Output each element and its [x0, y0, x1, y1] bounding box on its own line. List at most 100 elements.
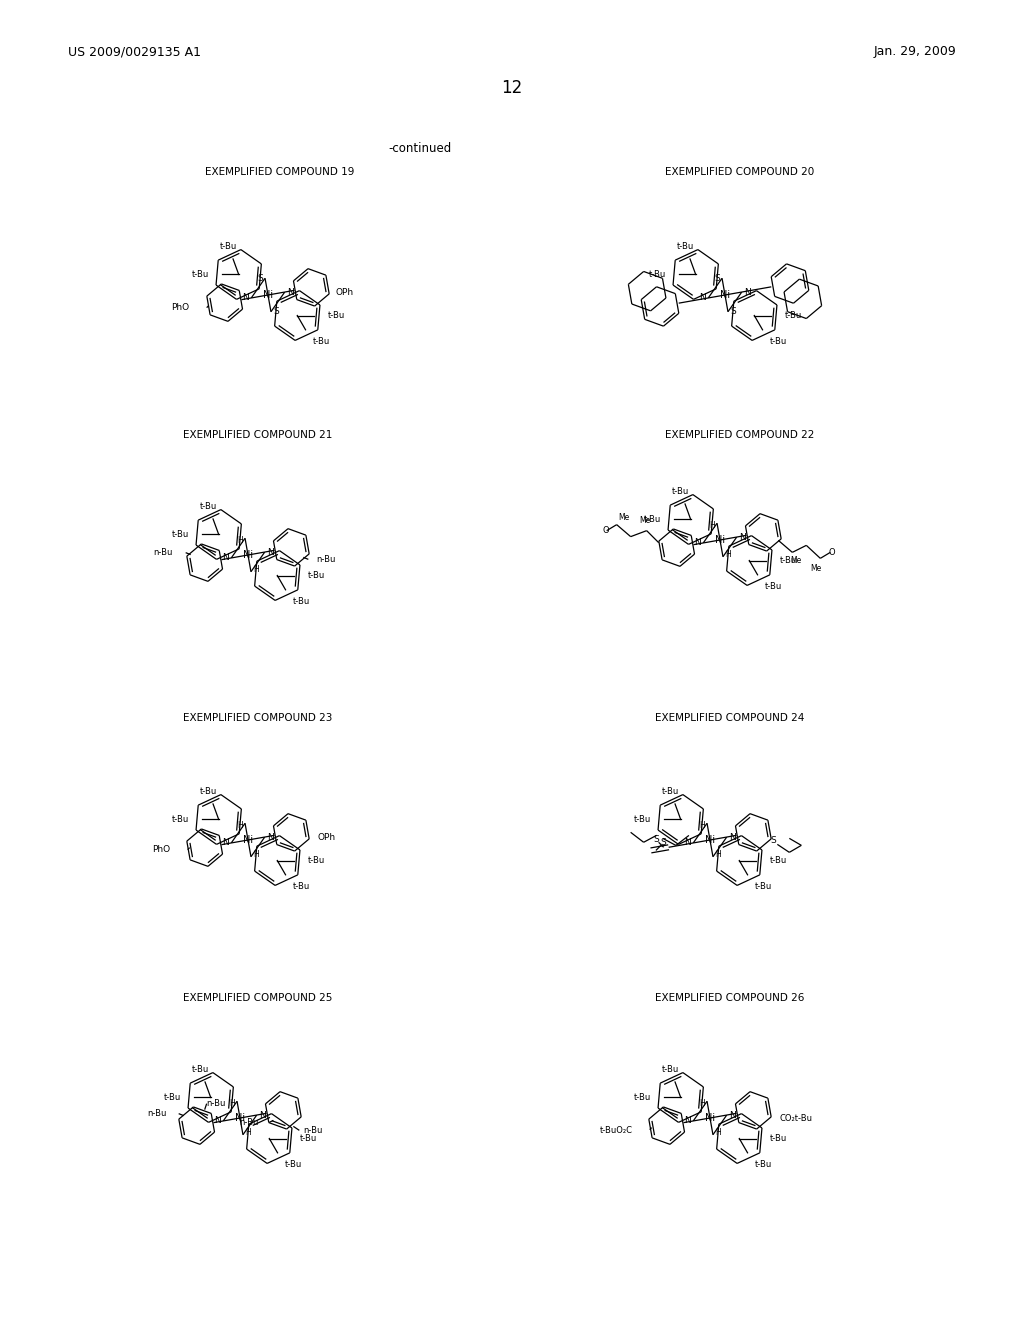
Text: EXEMPLIFIED COMPOUND 21: EXEMPLIFIED COMPOUND 21 — [183, 430, 333, 440]
Text: Ni: Ni — [705, 836, 715, 845]
Text: N: N — [266, 833, 273, 842]
Text: Ni: Ni — [243, 550, 253, 560]
Text: H: H — [715, 1129, 721, 1138]
Text: t-Bu: t-Bu — [164, 1093, 180, 1102]
Text: t-Bu: t-Bu — [764, 582, 781, 591]
Text: -continued: -continued — [388, 141, 452, 154]
Text: EXEMPLIFIED COMPOUND 20: EXEMPLIFIED COMPOUND 20 — [666, 168, 815, 177]
Text: US 2009/0029135 A1: US 2009/0029135 A1 — [68, 45, 201, 58]
Text: N: N — [259, 1110, 265, 1119]
Text: t-Bu: t-Bu — [171, 531, 188, 539]
Text: Me: Me — [639, 516, 650, 525]
Text: N: N — [729, 1110, 735, 1119]
Text: S: S — [770, 836, 776, 845]
Text: O: O — [602, 527, 608, 535]
Text: N: N — [729, 833, 735, 842]
Text: OPh: OPh — [335, 288, 353, 297]
Text: N: N — [266, 548, 273, 557]
Text: H: H — [715, 850, 721, 859]
Text: Ni: Ni — [715, 535, 725, 545]
Text: n-Bu: n-Bu — [207, 1100, 226, 1109]
Text: N: N — [222, 553, 229, 562]
Text: 12: 12 — [502, 79, 522, 96]
Text: N: N — [222, 838, 229, 847]
Text: t-Bu: t-Bu — [191, 271, 209, 279]
Text: H: H — [253, 850, 259, 859]
Text: t-Bu: t-Bu — [200, 502, 217, 511]
Text: t-Bu: t-Bu — [634, 814, 650, 824]
Text: t-Bu: t-Bu — [307, 572, 325, 579]
Text: N: N — [699, 293, 707, 302]
Text: N: N — [243, 293, 249, 302]
Text: t-Bu: t-Bu — [662, 1065, 679, 1073]
Text: O: O — [828, 548, 835, 557]
Text: N: N — [743, 288, 751, 297]
Text: S: S — [715, 273, 720, 282]
Text: N: N — [684, 838, 691, 847]
Text: Ni: Ni — [234, 1113, 245, 1123]
Text: t-Bu: t-Bu — [779, 556, 797, 565]
Text: t-Bu: t-Bu — [648, 271, 666, 279]
Text: n-Bu: n-Bu — [147, 1109, 167, 1118]
Text: t-Bu: t-Bu — [292, 597, 309, 606]
Text: EXEMPLIFIED COMPOUND 25: EXEMPLIFIED COMPOUND 25 — [183, 993, 333, 1003]
Text: H: H — [229, 1098, 236, 1107]
Text: PhO: PhO — [172, 304, 189, 312]
Text: t-Bu: t-Bu — [307, 855, 325, 865]
Text: S: S — [653, 834, 659, 843]
Text: t-Bu: t-Bu — [677, 242, 694, 251]
Text: Ni: Ni — [263, 290, 273, 300]
Text: t-Bu: t-Bu — [784, 312, 802, 319]
Text: t-Bu: t-Bu — [171, 814, 188, 824]
Text: EXEMPLIFIED COMPOUND 26: EXEMPLIFIED COMPOUND 26 — [655, 993, 805, 1003]
Text: t-Bu: t-Bu — [769, 855, 786, 865]
Text: H: H — [699, 821, 706, 830]
Text: EXEMPLIFIED COMPOUND 24: EXEMPLIFIED COMPOUND 24 — [655, 713, 805, 723]
Text: S: S — [730, 308, 735, 317]
Text: H: H — [699, 1098, 706, 1107]
Text: H: H — [253, 565, 259, 574]
Text: EXEMPLIFIED COMPOUND 19: EXEMPLIFIED COMPOUND 19 — [206, 168, 354, 177]
Text: Me: Me — [618, 513, 630, 523]
Text: n-Bu: n-Bu — [316, 554, 336, 564]
Text: t-Bu: t-Bu — [634, 1093, 650, 1102]
Text: t-BuO₂C: t-BuO₂C — [600, 1126, 633, 1135]
Text: Ni: Ni — [705, 1113, 715, 1123]
Text: N: N — [738, 532, 745, 541]
Text: N: N — [694, 539, 701, 548]
Text: t-Bu: t-Bu — [200, 787, 217, 796]
Text: t-Bu: t-Bu — [755, 1160, 771, 1170]
Text: H: H — [245, 1129, 251, 1138]
Text: Jan. 29, 2009: Jan. 29, 2009 — [873, 45, 956, 58]
Text: t-Bu: t-Bu — [662, 787, 679, 796]
Text: N: N — [684, 1117, 691, 1126]
Text: H: H — [238, 821, 243, 830]
Text: S: S — [257, 273, 263, 282]
Text: Me: Me — [811, 564, 822, 573]
Text: t-Bu: t-Bu — [769, 1134, 786, 1143]
Text: n-Bu: n-Bu — [303, 1126, 323, 1135]
Text: N: N — [214, 1117, 221, 1126]
Text: n-Bu: n-Bu — [239, 1118, 258, 1127]
Text: t-Bu: t-Bu — [672, 487, 689, 496]
Text: H: H — [238, 536, 243, 545]
Text: EXEMPLIFIED COMPOUND 23: EXEMPLIFIED COMPOUND 23 — [183, 713, 333, 723]
Text: t-Bu: t-Bu — [220, 242, 238, 251]
Text: PhO: PhO — [153, 845, 171, 854]
Text: n-Bu: n-Bu — [154, 548, 173, 557]
Text: t-Bu: t-Bu — [769, 337, 786, 346]
Text: t-Bu: t-Bu — [643, 515, 660, 524]
Text: CO₂t-Bu: CO₂t-Bu — [779, 1114, 812, 1123]
Text: t-Bu: t-Bu — [191, 1065, 209, 1073]
Text: t-Bu: t-Bu — [299, 1134, 316, 1143]
Text: Me: Me — [791, 556, 802, 565]
Text: Ni: Ni — [720, 290, 730, 300]
Text: N: N — [287, 288, 294, 297]
Text: S: S — [660, 838, 666, 847]
Text: H: H — [725, 550, 731, 560]
Text: EXEMPLIFIED COMPOUND 22: EXEMPLIFIED COMPOUND 22 — [666, 430, 815, 440]
Text: H: H — [710, 521, 715, 529]
Text: t-Bu: t-Bu — [312, 337, 330, 346]
Text: Ni: Ni — [243, 836, 253, 845]
Text: t-Bu: t-Bu — [328, 312, 344, 319]
